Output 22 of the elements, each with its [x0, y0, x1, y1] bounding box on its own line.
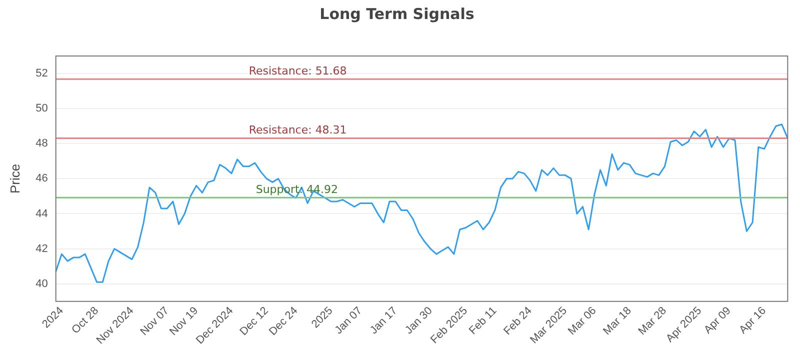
- x-tick-label: Dec 24: [267, 304, 300, 338]
- ref-line-label: Resistance: 51.68: [248, 64, 347, 78]
- y-tick-label: 46: [36, 172, 48, 185]
- y-tick-label: 48: [36, 138, 48, 150]
- x-tick-label: Apr 09: [702, 304, 734, 336]
- x-tick-label: Jan 30: [402, 304, 435, 337]
- x-tick-label: Feb 11: [467, 304, 500, 337]
- x-tick-label: Feb 24: [502, 304, 534, 338]
- y-tick-label: 44: [36, 208, 48, 220]
- x-tick-label: Jan 07: [332, 304, 365, 337]
- y-tick-label: 50: [36, 102, 48, 115]
- y-tick-label: 42: [36, 242, 48, 255]
- y-axis-title: Price: [7, 164, 22, 194]
- x-tick-label: Oct 28: [70, 304, 102, 336]
- y-tick-label: 40: [36, 278, 48, 290]
- chart-title: Long Term Signals: [320, 4, 474, 23]
- ref-line-label: Resistance: 48.31: [248, 124, 347, 137]
- x-tick-label: Mar 18: [601, 304, 634, 338]
- y-tick-label: 52: [36, 68, 48, 80]
- x-tick-label: Mar 06: [566, 304, 599, 338]
- x-tick-label: Apr 16: [737, 304, 769, 336]
- x-tick-label: Jan 17: [368, 304, 400, 337]
